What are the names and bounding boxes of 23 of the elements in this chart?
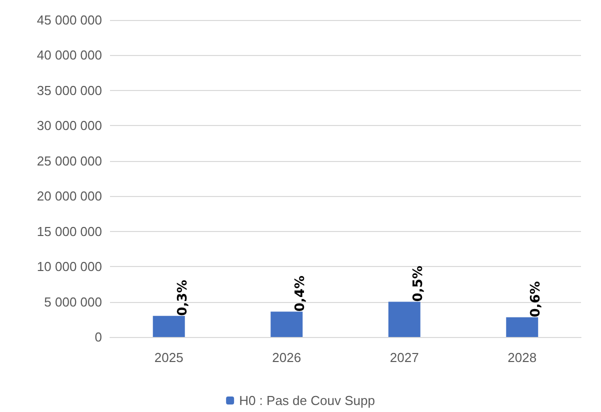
x-tick-label: 2025: [154, 350, 184, 365]
y-tick-label: 35 000 000: [36, 82, 102, 98]
y-tick-label: 20 000 000: [36, 188, 102, 204]
bar: [388, 302, 420, 337]
bar: [270, 312, 303, 337]
x-tick-label: 2026: [272, 350, 302, 365]
y-tick-label: 0: [94, 330, 102, 344]
y-tick-label: 10 000 000: [36, 259, 102, 274]
x-tick-label: 2027: [390, 350, 419, 365]
bar: [506, 317, 538, 337]
y-tick-label: 45 000 000: [36, 12, 102, 28]
annotation: 0,6%: [528, 281, 544, 318]
y-tick-label: 15 000 000: [36, 224, 102, 239]
annotation: 0,4%: [293, 276, 308, 312]
y-tick-label: 30 000 000: [36, 118, 102, 134]
bar: [152, 316, 185, 337]
annotation: 0,3%: [175, 280, 190, 316]
y-tick-label: 25 000 000: [36, 153, 102, 168]
y-tick-label: 5 000 000: [44, 294, 102, 310]
legend-label: H0 : Pas de Couv Supp: [239, 393, 375, 408]
x-tick-label: 2028: [508, 350, 537, 365]
annotation: 0,5%: [410, 266, 426, 302]
y-tick-label: 40 000 000: [36, 48, 102, 63]
